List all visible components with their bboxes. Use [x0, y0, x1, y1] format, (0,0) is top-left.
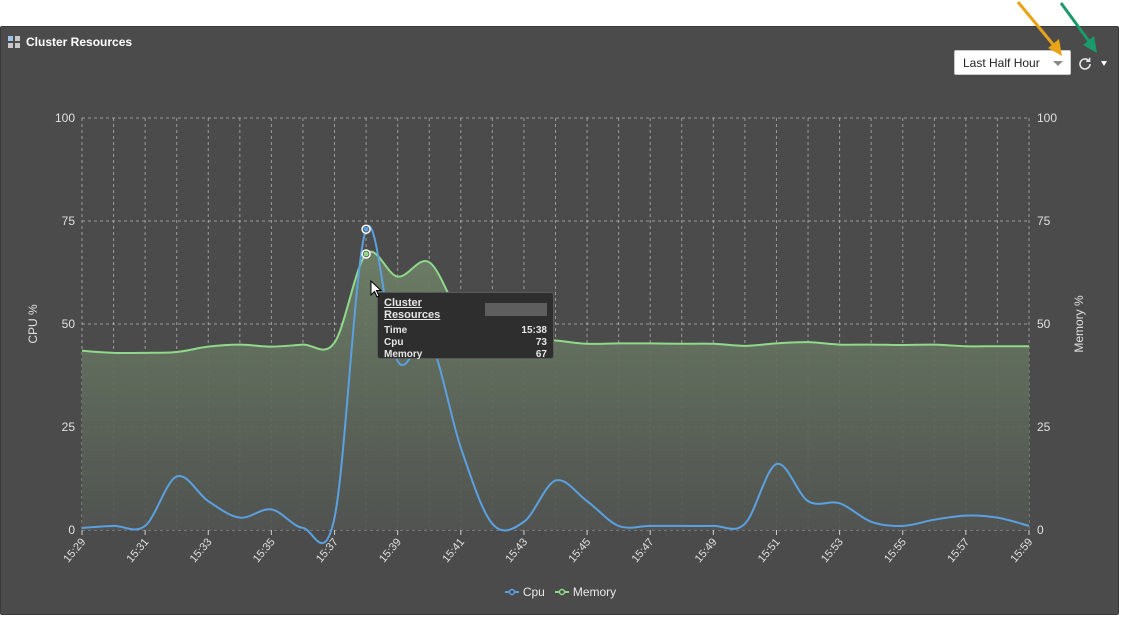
y-tick-label-right: 50 — [1037, 317, 1051, 331]
x-tick-label: 15:41 — [440, 536, 467, 565]
y-tick-label-left: 0 — [68, 523, 75, 537]
chart-legend: Cpu Memory — [0, 585, 1121, 599]
tooltip-title: Cluster Resources — [384, 297, 441, 321]
cpu-series-line — [81, 225, 1030, 545]
y-tick-label-left: 100 — [55, 111, 75, 125]
x-tick-label: 15:55 — [882, 536, 909, 565]
tooltip-redacted-text — [484, 302, 547, 316]
x-tick-label: 15:31 — [125, 536, 152, 565]
panel-title: Cluster Resources — [26, 35, 133, 49]
x-tick-label: 15:29 — [61, 536, 88, 565]
x-tick-label: 15:57 — [945, 536, 972, 565]
x-tick-label: 15:35 — [251, 536, 278, 565]
memory-area — [82, 251, 1029, 530]
chevron-down-icon[interactable] — [1053, 61, 1063, 66]
x-tick-label: 15:53 — [819, 536, 846, 565]
y-axis-right-label: Memory % — [1072, 295, 1086, 353]
legend-item-memory[interactable]: Memory — [554, 585, 617, 599]
dashboard-grid-icon — [8, 36, 20, 48]
x-tick-label: 15:45 — [566, 536, 593, 565]
y-tick-label-left: 50 — [62, 317, 76, 331]
y-tick-label-right: 100 — [1037, 111, 1057, 125]
y-axis-left-label: CPU % — [26, 304, 40, 344]
x-tick-label: 15:47 — [630, 536, 657, 565]
tooltip-row-memory: Memory 67 — [384, 349, 547, 360]
memory-series-line — [81, 250, 1029, 355]
y-tick-label-right: 25 — [1037, 420, 1051, 434]
mouse-pointer-icon — [370, 280, 383, 298]
y-tick-label-left: 75 — [62, 214, 76, 228]
y-tick-label-right: 0 — [1037, 523, 1044, 537]
x-tick-label: 15:43 — [503, 536, 530, 565]
y-tick-label-right: 75 — [1037, 214, 1051, 228]
x-tick-label: 15:33 — [188, 536, 215, 565]
cpu-legend-marker-icon — [504, 588, 519, 596]
memory-legend-marker-icon — [554, 588, 569, 596]
time-range-dropdown[interactable]: Last Half Hour — [954, 50, 1071, 75]
panel-header: Cluster Resources — [8, 34, 132, 50]
time-range-selected-value: Last Half Hour — [963, 55, 1040, 70]
chart-tooltip: Cluster Resources Time 15:38 Cpu 73 Memory… — [377, 292, 554, 360]
legend-label-cpu: Cpu — [522, 585, 545, 599]
x-tick-label: 15:49 — [693, 536, 720, 565]
dropdown-caret-icon[interactable] — [1101, 61, 1107, 66]
refresh-icon[interactable] — [1077, 56, 1093, 72]
cpu-highlight-dot — [363, 226, 369, 232]
legend-item-cpu[interactable]: Cpu — [504, 585, 545, 599]
x-tick-label: 15:51 — [756, 536, 783, 565]
x-tick-label: 15:39 — [377, 536, 404, 565]
y-tick-label-left: 25 — [62, 420, 76, 434]
tooltip-row-time: Time 15:38 — [384, 325, 547, 336]
tooltip-row-cpu: Cpu 73 — [384, 337, 547, 348]
legend-label-memory: Memory — [572, 585, 617, 599]
x-tick-label: 15:59 — [1008, 536, 1035, 565]
memory-highlight-dot — [363, 251, 369, 257]
annotation-arrow-green-icon — [1059, 2, 1097, 53]
annotation-arrow-orange-icon — [1016, 1, 1062, 56]
